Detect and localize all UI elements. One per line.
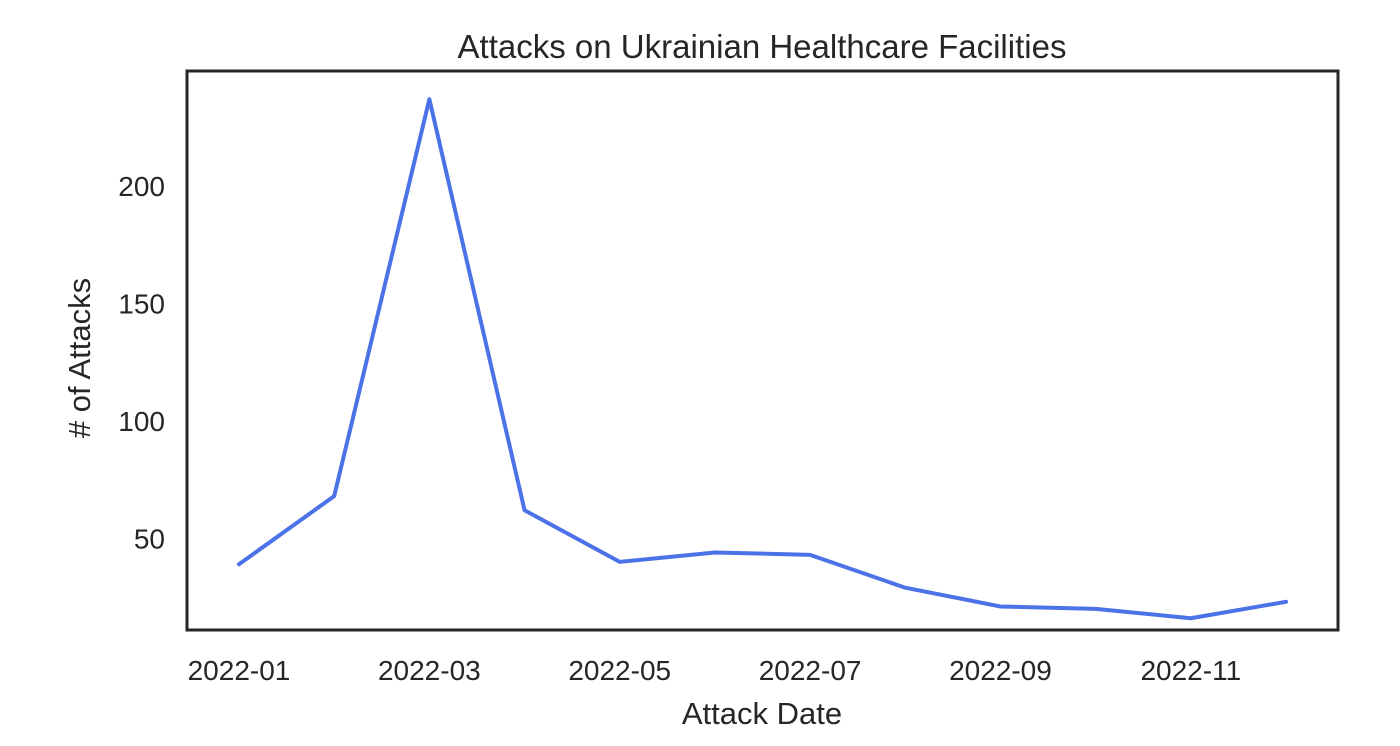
x-tick-label: 2022-09 — [949, 655, 1052, 686]
y-axis-label: # of Attacks — [62, 278, 97, 438]
plot-area-frame — [185, 69, 1340, 632]
y-tick-label: 150 — [118, 289, 165, 320]
y-axis: 50 100 150 200 — [118, 171, 165, 554]
x-tick-label: 2022-01 — [188, 655, 291, 686]
x-tick-label: 2022-05 — [568, 655, 671, 686]
x-tick-label: 2022-07 — [759, 655, 862, 686]
y-tick-label: 100 — [118, 406, 165, 437]
x-axis: 2022-01 2022-03 2022-05 2022-07 2022-09 2022-… — [188, 655, 1242, 686]
x-tick-label: 2022-03 — [378, 655, 481, 686]
y-tick-label: 50 — [134, 523, 165, 554]
series-layer — [237, 97, 1288, 621]
x-tick-label: 2022-11 — [1140, 655, 1241, 686]
y-tick-label: 200 — [118, 171, 165, 202]
x-axis-label: Attack Date — [682, 696, 842, 731]
series-line — [237, 97, 1288, 621]
chart-title: Attacks on Ukrainian Healthcare Faciliti… — [458, 28, 1067, 65]
